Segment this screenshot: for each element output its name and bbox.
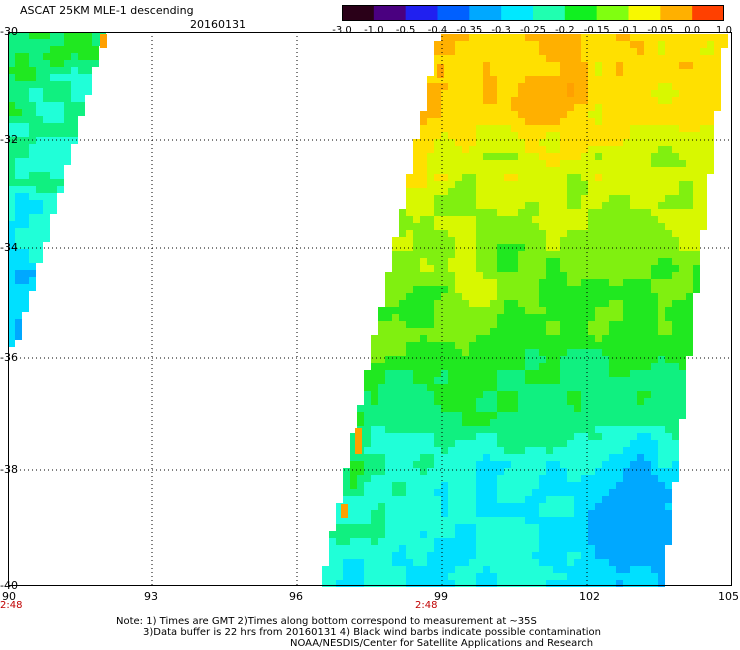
footnote-line-1: Note: 1) Times are GMT 2)Times along bot… (116, 616, 537, 627)
footnote-line-2: 3)Data buffer is 22 hrs from 20160131 4)… (143, 627, 601, 638)
swath-cells (8, 32, 728, 587)
lat-tick-label: -38 (0, 463, 18, 476)
colorbar-swatch (660, 5, 693, 21)
colorbar-swatch (533, 5, 566, 21)
colorbar-label: -0.5 (395, 25, 416, 36)
colorbar-label: -0.3 (491, 25, 511, 36)
colorbar-swatch (373, 5, 407, 21)
colorbar-label: -1.0 (364, 25, 384, 36)
colorbar-swatch (437, 5, 470, 21)
colorbar-label: -0.15 (583, 25, 610, 36)
colorbar-swatch (342, 5, 375, 21)
colorbar-label: -0.25 (520, 25, 546, 36)
lon-tick-label: 93 (144, 590, 158, 603)
lon-tick-label: 105 (718, 590, 739, 603)
lon-tick-label: 96 (289, 590, 303, 603)
colorbar-label: -0.4 (427, 25, 448, 36)
colorbar-swatch (596, 5, 629, 21)
lon-tick-label: 99 (434, 590, 448, 603)
colorbar-label: -0.35 (456, 25, 483, 36)
map-date: 20160131 (190, 18, 246, 31)
colorbar-label: -3.0 (332, 25, 352, 36)
colorbar-swatch (564, 5, 598, 21)
lon-tick-label: 102 (579, 590, 600, 603)
colorbar-label: -0.05 (647, 25, 674, 36)
lat-tick-label: -32 (0, 133, 18, 146)
lon-tick-label: 90 (2, 590, 16, 603)
footnote-line-3: NOAA/NESDIS/Center for Satellite Applica… (290, 638, 594, 649)
colorbar-swatch (692, 5, 724, 21)
time-label-left: 2:48 (0, 600, 23, 611)
colorbar (342, 5, 724, 21)
colorbar-swatch (628, 5, 661, 21)
lat-tick-label: -36 (0, 351, 18, 364)
colorbar-label: -0.2 (555, 25, 575, 36)
colorbar-swatch (469, 5, 502, 21)
swath-map (8, 32, 732, 587)
lat-tick-label: -30 (0, 25, 18, 38)
colorbar-label: 0.0 (684, 25, 701, 36)
map-frame (8, 32, 732, 586)
lat-tick-label: -34 (0, 241, 18, 254)
time-label-mid: 2:48 (415, 600, 438, 611)
colorbar-swatch (405, 5, 438, 21)
colorbar-label: -0.1 (618, 25, 639, 36)
colorbar-swatch (501, 5, 534, 21)
colorbar-label: 1.0 (716, 25, 732, 36)
map-grid (8, 32, 732, 586)
map-title: ASCAT 25KM MLE-1 descending (20, 4, 194, 17)
lat-tick-label: -40 (0, 579, 18, 592)
